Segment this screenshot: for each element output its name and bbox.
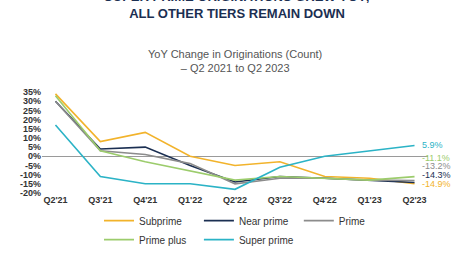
svg-text:0%: 0%	[28, 151, 41, 161]
svg-text:Q2'21: Q2'21	[43, 195, 67, 205]
svg-text:Q1'22: Q1'22	[178, 195, 202, 205]
svg-text:-5%: -5%	[25, 161, 41, 171]
svg-text:5.9%: 5.9%	[422, 140, 443, 150]
svg-text:Q3'21: Q3'21	[88, 195, 112, 205]
svg-text:-14.9%: -14.9%	[422, 179, 451, 189]
svg-text:Q4'22: Q4'22	[313, 195, 337, 205]
svg-text:YoY Change in Originations (Co: YoY Change in Originations (Count)– Q2 2…	[148, 48, 322, 74]
svg-text:25%: 25%	[23, 106, 41, 116]
svg-text:Near prime: Near prime	[239, 216, 289, 227]
svg-text:-20%: -20%	[20, 188, 41, 198]
svg-text:35%: 35%	[23, 87, 41, 97]
svg-text:-11.1%: -11.1%	[422, 153, 450, 163]
svg-text:15%: 15%	[23, 124, 41, 134]
svg-text:Q4'21: Q4'21	[133, 195, 157, 205]
svg-text:-15%: -15%	[20, 179, 41, 189]
svg-text:20%: 20%	[23, 115, 41, 125]
svg-text:Subprime: Subprime	[139, 216, 182, 227]
svg-text:10%: 10%	[23, 133, 41, 143]
svg-text:Q2'22: Q2'22	[223, 195, 247, 205]
svg-text:Q3'22: Q3'22	[268, 195, 292, 205]
svg-text:Prime: Prime	[339, 216, 366, 227]
svg-text:5%: 5%	[28, 142, 41, 152]
svg-text:30%: 30%	[23, 96, 41, 106]
svg-text:-14.3%: -14.3%	[422, 170, 451, 180]
svg-text:-10%: -10%	[20, 170, 41, 180]
svg-text:SUPER PRIME ORIGINATIONS GREW: SUPER PRIME ORIGINATIONS GREW YOY;ALL OT…	[104, 0, 370, 21]
svg-text:-13.2%: -13.2%	[422, 161, 451, 171]
svg-text:Super prime: Super prime	[239, 235, 294, 246]
svg-text:Q2'23: Q2'23	[402, 195, 426, 205]
svg-text:Q1'23: Q1'23	[358, 195, 382, 205]
svg-text:Prime plus: Prime plus	[139, 235, 186, 246]
